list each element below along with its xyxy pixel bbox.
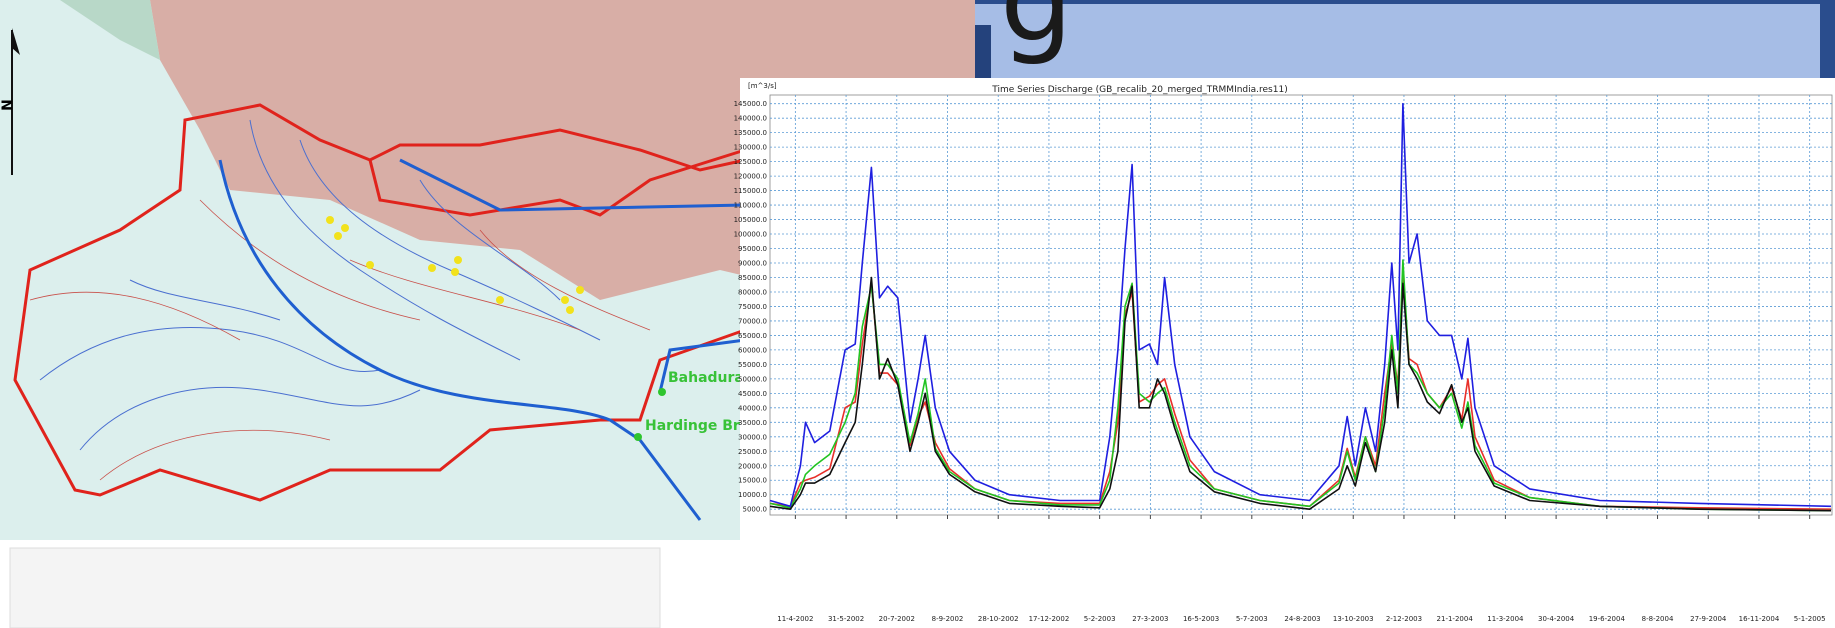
y-tick-label: 130000.0	[734, 144, 767, 152]
page: { "slide": {"title_fragment": "g"}, "map…	[0, 0, 1835, 628]
station-marker	[658, 388, 666, 396]
x-tick-label: 28-10-2002	[978, 615, 1019, 623]
x-tick-label: 11-3-2004	[1487, 615, 1524, 623]
x-tick-label: 17-12-2002	[1029, 615, 1070, 623]
x-tick-label: 5-1-2005	[1794, 615, 1826, 623]
chart-title: Time Series Discharge (GB_recalib_20_mer…	[991, 85, 1287, 95]
x-tick-label: 16-11-2004	[1739, 615, 1780, 623]
y-tick-label: 35000.0	[738, 419, 767, 427]
y-tick-label: 135000.0	[734, 129, 767, 137]
footer-box	[10, 548, 660, 628]
y-tick-label: 100000.0	[734, 231, 767, 239]
x-tick-label: 27-3-2003	[1132, 615, 1168, 623]
x-tick-label: 11-4-2002	[777, 615, 813, 623]
chart: Time Series Discharge (GB_recalib_20_mer…	[734, 78, 1835, 628]
x-tick-label: 21-1-2004	[1437, 615, 1474, 623]
north-label: N	[0, 99, 16, 111]
y-tick-label: 120000.0	[734, 173, 767, 181]
y-tick-label: 75000.0	[738, 303, 767, 311]
x-tick-label: 2-12-2003	[1386, 615, 1422, 623]
y-tick-label: 50000.0	[738, 375, 767, 383]
y-tick-label: 140000.0	[734, 115, 767, 123]
y-tick-label: 55000.0	[738, 361, 767, 369]
x-tick-label: 13-10-2003	[1333, 615, 1374, 623]
y-tick-label: 110000.0	[734, 202, 767, 210]
x-tick-label: 19-6-2004	[1589, 615, 1626, 623]
y-tick-label: 125000.0	[734, 158, 767, 166]
y-tick-label: 30000.0	[738, 433, 767, 441]
y-tick-label: 70000.0	[738, 317, 767, 325]
y-tick-label: 145000.0	[734, 100, 767, 108]
x-tick-label: 16-5-2003	[1183, 615, 1219, 623]
y-axis-label: [m^3/s]	[748, 82, 777, 90]
x-tick-label: 8-8-2004	[1642, 615, 1674, 623]
y-tick-label: 80000.0	[738, 288, 767, 296]
x-tick-label: 30-4-2004	[1538, 615, 1575, 623]
x-tick-label: 8-9-2002	[932, 615, 964, 623]
y-tick-label: 115000.0	[734, 187, 767, 195]
y-tick-label: 40000.0	[738, 404, 767, 412]
y-tick-label: 15000.0	[738, 477, 767, 485]
y-tick-label: 25000.0	[738, 448, 767, 456]
y-tick-label: 5000.0	[743, 506, 768, 514]
y-tick-label: 20000.0	[738, 462, 767, 470]
y-tick-label: 105000.0	[734, 216, 767, 224]
x-tick-label: 31-5-2002	[828, 615, 864, 623]
chart-panel	[740, 78, 1835, 628]
x-tick-label: 5-2-2003	[1084, 615, 1116, 623]
x-tick-label: 27-9-2004	[1690, 615, 1727, 623]
x-tick-label: 24-8-2003	[1284, 615, 1320, 623]
station-marker	[634, 433, 642, 441]
x-tick-label: 20-7-2002	[879, 615, 915, 623]
slide: g Bahad	[0, 0, 1835, 628]
y-tick-label: 95000.0	[738, 245, 767, 253]
y-tick-label: 45000.0	[738, 390, 767, 398]
x-tick-label: 5-7-2003	[1236, 615, 1268, 623]
y-tick-label: 90000.0	[738, 260, 767, 268]
y-tick-label: 65000.0	[738, 332, 767, 340]
y-tick-label: 10000.0	[738, 491, 767, 499]
y-tick-label: 60000.0	[738, 346, 767, 354]
slide-title: g	[1000, 0, 1073, 68]
y-tick-label: 85000.0	[738, 274, 767, 282]
